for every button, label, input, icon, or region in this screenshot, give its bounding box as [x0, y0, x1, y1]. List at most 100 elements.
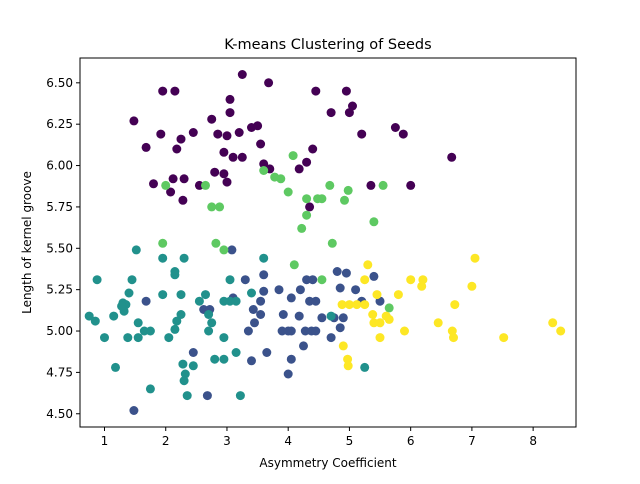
data-point-cluster-1	[308, 275, 318, 285]
data-point-cluster-2	[176, 290, 186, 300]
data-point-cluster-0	[326, 108, 336, 118]
data-point-cluster-1	[243, 326, 253, 336]
data-point-cluster-0	[294, 164, 304, 174]
x-tick-label: 4	[284, 434, 292, 448]
data-point-cluster-0	[129, 116, 139, 126]
data-point-cluster-4	[393, 290, 403, 300]
data-point-cluster-2	[204, 326, 214, 336]
data-point-cluster-3	[297, 223, 307, 233]
data-point-cluster-1	[300, 326, 310, 336]
data-point-cluster-0	[228, 152, 238, 162]
data-point-cluster-2	[145, 326, 155, 336]
data-point-cluster-0	[172, 144, 182, 154]
data-point-cluster-0	[447, 152, 457, 162]
data-point-cluster-1	[351, 285, 361, 295]
data-point-cluster-4	[449, 333, 458, 343]
data-point-cluster-0	[176, 134, 186, 144]
data-point-cluster-0	[259, 159, 269, 169]
data-point-cluster-0	[156, 129, 166, 139]
data-point-cluster-3	[384, 303, 394, 313]
data-point-cluster-3	[289, 260, 299, 270]
data-point-cluster-0	[222, 177, 232, 187]
data-point-cluster-3	[327, 238, 337, 248]
x-tick-label: 1	[101, 434, 109, 448]
data-point-cluster-2	[133, 333, 143, 343]
x-tick-label: 3	[223, 434, 231, 448]
data-point-cluster-0	[308, 144, 318, 154]
data-point-cluster-3	[158, 238, 168, 248]
data-point-cluster-2	[131, 245, 141, 255]
data-point-cluster-2	[164, 333, 174, 343]
y-tick-label: 5.25	[46, 283, 73, 297]
data-point-cluster-1	[262, 348, 272, 357]
data-point-cluster-1	[369, 271, 379, 281]
data-point-cluster-4	[360, 300, 370, 310]
data-point-cluster-2	[111, 362, 120, 372]
data-point-cluster-1	[286, 326, 296, 336]
data-point-cluster-2	[247, 288, 256, 298]
data-point-cluster-4	[360, 275, 370, 285]
x-tick-label: 8	[529, 434, 537, 448]
data-point-cluster-1	[341, 268, 351, 278]
data-point-cluster-4	[499, 333, 509, 343]
data-point-cluster-0	[341, 86, 351, 96]
data-point-cluster-2	[84, 311, 94, 321]
data-point-cluster-1	[202, 391, 212, 401]
y-tick-label: 6.00	[46, 159, 73, 173]
data-point-cluster-2	[194, 296, 204, 306]
y-tick-label: 5.50	[46, 241, 73, 255]
data-point-cluster-2	[178, 359, 188, 369]
data-point-cluster-4	[352, 300, 362, 310]
data-point-cluster-3	[259, 166, 269, 175]
data-point-cluster-2	[231, 348, 241, 357]
data-point-cluster-2	[90, 316, 100, 326]
data-point-cluster-1	[326, 333, 336, 343]
data-point-cluster-0	[179, 174, 189, 184]
data-point-cluster-4	[338, 341, 348, 351]
data-point-cluster-1	[259, 270, 269, 280]
data-point-cluster-0	[344, 108, 354, 118]
data-point-cluster-4	[375, 333, 385, 343]
data-point-cluster-1	[299, 341, 308, 351]
data-point-cluster-1	[278, 310, 288, 319]
data-point-cluster-2	[231, 296, 241, 306]
x-tick-label: 5	[346, 434, 354, 448]
chart-title: K-means Clustering of Seeds	[224, 37, 431, 53]
data-point-cluster-3	[378, 180, 388, 190]
data-point-cluster-4	[406, 275, 416, 285]
data-point-cluster-0	[222, 131, 232, 141]
data-point-cluster-2	[235, 391, 245, 401]
data-point-cluster-0	[264, 78, 274, 88]
data-point-cluster-0	[207, 114, 217, 124]
y-axis-label: Length of kernel groove	[20, 171, 34, 314]
data-point-cluster-0	[237, 70, 247, 79]
data-point-cluster-3	[276, 174, 286, 184]
data-point-cluster-3	[302, 210, 312, 220]
x-tick-label: 6	[407, 434, 415, 448]
data-point-cluster-1	[129, 406, 139, 415]
data-point-cluster-0	[213, 129, 223, 139]
data-point-cluster-1	[274, 285, 284, 295]
data-point-cluster-3	[317, 275, 327, 285]
data-point-cluster-1	[283, 369, 293, 379]
data-point-cluster-4	[556, 326, 566, 336]
data-point-cluster-0	[219, 169, 229, 179]
data-point-cluster-0	[234, 128, 244, 137]
y-tick-label: 5.00	[46, 324, 73, 338]
x-tick-label: 2	[162, 434, 170, 448]
data-point-cluster-2	[117, 301, 127, 311]
data-point-cluster-0	[158, 86, 168, 96]
data-point-cluster-2	[326, 311, 336, 321]
y-tick-label: 4.75	[46, 365, 73, 379]
data-point-cluster-4	[368, 310, 378, 319]
data-point-cluster-3	[302, 194, 312, 204]
data-point-cluster-4	[548, 318, 558, 328]
data-point-cluster-2	[201, 290, 210, 300]
data-point-cluster-4	[337, 300, 347, 310]
data-point-cluster-3	[317, 194, 327, 204]
data-point-cluster-2	[259, 253, 269, 263]
data-point-cluster-0	[141, 142, 151, 152]
data-point-cluster-1	[295, 285, 305, 295]
data-point-cluster-0	[302, 157, 312, 167]
data-point-cluster-4	[467, 281, 477, 291]
